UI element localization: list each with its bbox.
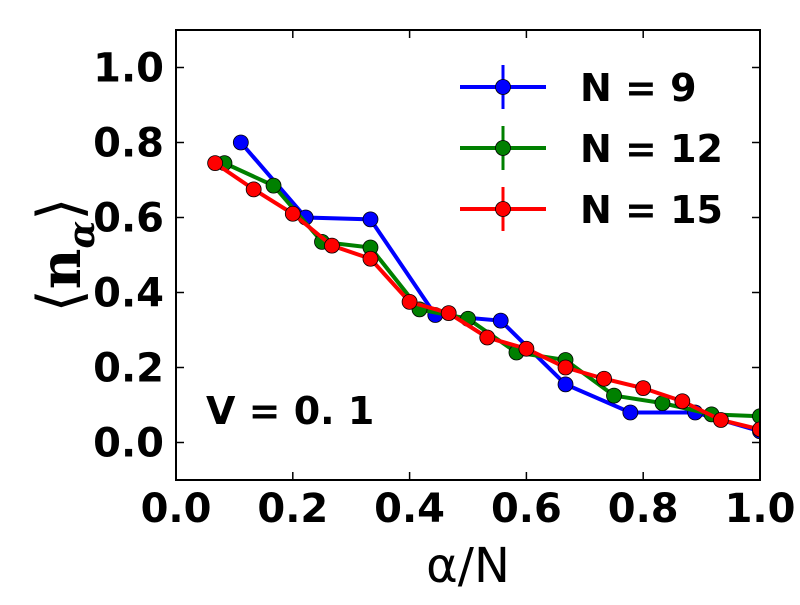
legend-marker (495, 140, 511, 156)
data-point (440, 305, 457, 322)
data-point (752, 408, 760, 425)
data-point (324, 237, 340, 254)
data-point (362, 211, 379, 228)
y-tick-label: 1.0 (93, 46, 164, 92)
data-point (596, 370, 612, 387)
x-tick-label: 0.8 (608, 486, 679, 532)
plot-frame (175, 29, 761, 481)
data-point (245, 181, 262, 198)
data-point (752, 421, 760, 438)
legend-label: N = 12 (580, 127, 723, 171)
data-point (479, 329, 496, 346)
legend-marker (495, 79, 511, 95)
series-n15 (207, 155, 760, 438)
y-tick-label: 0.4 (93, 271, 164, 317)
x-tick-label: 0.0 (141, 486, 212, 532)
legend-entry: N = 9 (460, 65, 697, 110)
svg-text:⟨nα⟩: ⟨nα⟩ (25, 197, 103, 312)
x-axis-label: α/N (426, 538, 510, 594)
data-point (635, 380, 652, 397)
legend-label: N = 15 (580, 188, 723, 232)
data-point (284, 205, 301, 222)
data-point (401, 293, 418, 310)
x-tick-label: 0.2 (257, 486, 328, 532)
data-point (232, 134, 249, 151)
data-point (492, 312, 509, 329)
data-point (622, 404, 639, 421)
y-tick-label: 0.8 (93, 121, 164, 167)
y-tick-label: 0.6 (93, 196, 164, 242)
x-tick-label: 1.0 (725, 486, 796, 532)
data-point (518, 340, 535, 357)
y-tick-label: 0.2 (93, 346, 164, 392)
legend-label: N = 9 (580, 66, 697, 110)
data-point (362, 250, 379, 267)
y-tick-label: 0.0 (93, 421, 164, 467)
legend-entry: N = 15 (460, 187, 723, 232)
legend-marker (495, 201, 511, 217)
data-point (557, 376, 574, 393)
data-point (207, 155, 224, 172)
data-point (674, 393, 691, 410)
data-point (265, 177, 282, 194)
legend-entry: N = 12 (460, 126, 723, 171)
y-axis-label: ⟨nα⟩ (25, 197, 103, 312)
data-point (606, 387, 622, 404)
x-tick-label: 0.4 (374, 486, 445, 532)
annotation: V = 0. 1 (206, 389, 374, 433)
series-line (239, 141, 760, 434)
x-tick-label: 0.6 (491, 486, 562, 532)
data-point (712, 412, 729, 428)
data-point (557, 359, 574, 376)
